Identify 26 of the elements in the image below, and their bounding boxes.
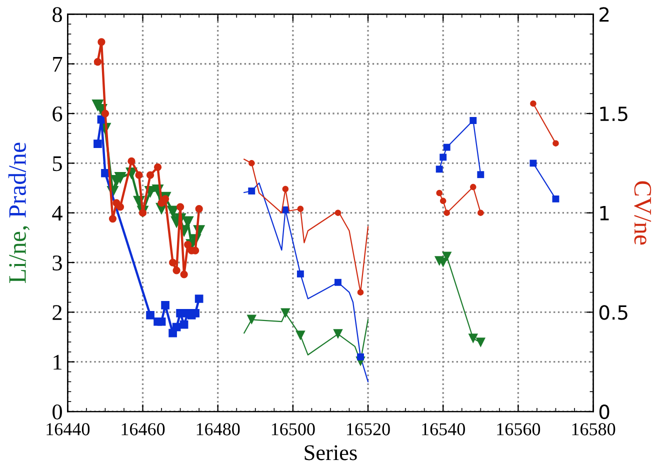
x-tick-label: 16560 [497, 423, 540, 436]
x-tick-label: 16500 [272, 423, 315, 436]
text: Li/ne, [9, 226, 30, 284]
y-tick-label: 7 [53, 57, 62, 72]
y2-tick-label: 1 [600, 206, 609, 220]
x-tick-label: 16480 [196, 423, 240, 436]
y-tick-label: 5 [52, 156, 62, 172]
x-tick-label: 16520 [347, 423, 390, 436]
y-tick-label: 4 [52, 206, 62, 221]
y2-tick-label: 0.5 [599, 305, 628, 320]
y-tick-label: 8 [52, 7, 62, 22]
x-tick-label: 16540 [422, 423, 465, 436]
y2-tick-label: 1.5 [600, 106, 628, 122]
x-tick-label: 16460 [122, 423, 165, 436]
text: Prad/ne [8, 142, 26, 218]
y2-tick-label: 2 [600, 7, 609, 22]
x-axis-title: Series [304, 445, 357, 460]
x-tick-label: 16440 [46, 423, 90, 436]
y-tick-label: 0 [52, 404, 62, 420]
text: CV/ne [634, 181, 652, 245]
y-tick-label: 2 [52, 305, 62, 320]
y2-tick-label: 0 [599, 404, 610, 420]
y-tick-label: 1 [54, 354, 62, 370]
x-tick-label: 16580 [572, 423, 616, 436]
y-tick-label: 3 [52, 256, 62, 270]
y-tick-label: 6 [52, 106, 62, 122]
